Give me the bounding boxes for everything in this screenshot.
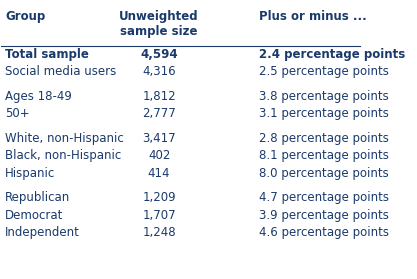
Text: Democrat: Democrat	[5, 209, 63, 222]
Text: 402: 402	[148, 150, 170, 162]
Text: 2.4 percentage points: 2.4 percentage points	[259, 48, 406, 61]
Text: 2.5 percentage points: 2.5 percentage points	[259, 66, 389, 78]
Text: 50+: 50+	[5, 107, 30, 121]
Text: 4.7 percentage points: 4.7 percentage points	[259, 191, 389, 205]
Text: 4,594: 4,594	[140, 48, 178, 61]
Text: 3,417: 3,417	[142, 132, 176, 145]
Text: 4,316: 4,316	[142, 66, 176, 78]
Text: 1,707: 1,707	[142, 209, 176, 222]
Text: 2,777: 2,777	[142, 107, 176, 121]
Text: 1,812: 1,812	[142, 90, 176, 103]
Text: 4.6 percentage points: 4.6 percentage points	[259, 226, 389, 239]
Text: 3.9 percentage points: 3.9 percentage points	[259, 209, 389, 222]
Text: 8.1 percentage points: 8.1 percentage points	[259, 150, 389, 162]
Text: 1,209: 1,209	[142, 191, 176, 205]
Text: 3.8 percentage points: 3.8 percentage points	[259, 90, 389, 103]
Text: White, non-Hispanic: White, non-Hispanic	[5, 132, 124, 145]
Text: 414: 414	[148, 167, 171, 180]
Text: Independent: Independent	[5, 226, 80, 239]
Text: 2.8 percentage points: 2.8 percentage points	[259, 132, 389, 145]
Text: Ages 18-49: Ages 18-49	[5, 90, 72, 103]
Text: 1,248: 1,248	[142, 226, 176, 239]
Text: Hispanic: Hispanic	[5, 167, 55, 180]
Text: Group: Group	[5, 10, 45, 23]
Text: Total sample: Total sample	[5, 48, 89, 61]
Text: Unweighted
sample size: Unweighted sample size	[119, 10, 199, 38]
Text: 3.1 percentage points: 3.1 percentage points	[259, 107, 389, 121]
Text: Plus or minus ...: Plus or minus ...	[259, 10, 367, 23]
Text: Black, non-Hispanic: Black, non-Hispanic	[5, 150, 121, 162]
Text: 8.0 percentage points: 8.0 percentage points	[259, 167, 389, 180]
Text: Republican: Republican	[5, 191, 70, 205]
Text: Social media users: Social media users	[5, 66, 116, 78]
